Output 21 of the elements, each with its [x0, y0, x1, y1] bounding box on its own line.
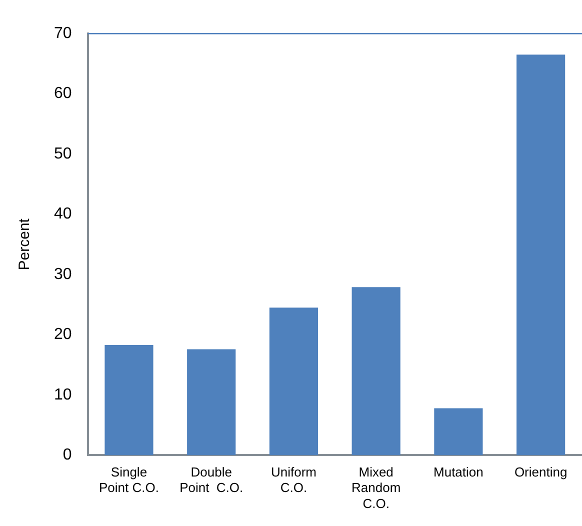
- bar: [104, 344, 154, 456]
- y-tick-label: 50: [54, 145, 72, 162]
- bar: [516, 54, 566, 456]
- x-tick-label: Uniform C.O.: [270, 464, 316, 496]
- bar: [434, 408, 483, 456]
- y-tick-label: 20: [54, 326, 72, 344]
- y-tick-label: 10: [54, 386, 72, 404]
- x-tick-label: Double Point C.O.: [180, 464, 244, 496]
- x-tick-label: Orienting: [514, 464, 568, 480]
- y-axis-title: Percent: [16, 218, 34, 270]
- x-tick-label: Single Point C.O.: [98, 464, 159, 496]
- y-tick-label: 70: [54, 25, 72, 42]
- y-tick-label: 0: [62, 446, 72, 464]
- bar: [352, 287, 400, 456]
- y-tick-label: 60: [54, 85, 72, 102]
- y-tick-label: 30: [54, 266, 72, 283]
- bar: [187, 349, 236, 456]
- bar: [269, 308, 318, 456]
- x-tick-label: Mixed Random C.O.: [352, 464, 401, 511]
- x-tick-label: Mutation: [434, 464, 484, 480]
- y-tick-label: 40: [54, 206, 72, 223]
